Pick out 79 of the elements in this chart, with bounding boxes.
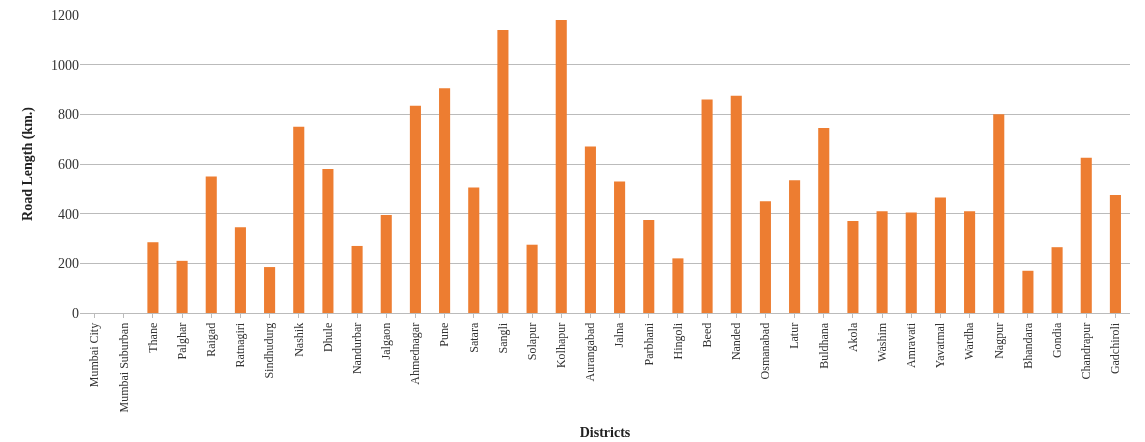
x-axis-title: Districts <box>579 424 631 440</box>
y-axis-title: Road Length (km.) <box>19 106 36 221</box>
bar <box>322 168 334 313</box>
x-tick-label: Ratnagiri <box>233 322 248 368</box>
x-tick-label: Parbhani <box>641 322 656 366</box>
y-tick-label: 0 <box>72 305 79 321</box>
x-tick-label: Aurangabad <box>583 322 598 382</box>
x-tick-label: Sangli <box>495 322 510 354</box>
y-tick-label: 600 <box>58 156 79 172</box>
bar <box>264 267 276 313</box>
x-tick-label: Dhule <box>320 322 335 353</box>
bar <box>468 187 480 313</box>
x-tick-label: Thane <box>145 322 160 353</box>
x-tick-label: Gondia <box>1049 322 1064 359</box>
bar <box>526 244 538 313</box>
x-tick-label: Satara <box>466 322 481 353</box>
x-tick-label: Latur <box>787 322 802 349</box>
x-tick-label: Jalgaon <box>379 322 394 360</box>
x-tick-label: Buldhana <box>816 322 831 369</box>
x-tick-label: Kolhapur <box>554 322 569 369</box>
bar <box>701 99 713 313</box>
y-tick-label: 1200 <box>51 7 79 23</box>
bar <box>730 95 742 313</box>
bar <box>351 245 363 313</box>
x-tick-label: Sindhudurg <box>262 322 277 379</box>
x-tick-label: Washim <box>874 322 889 362</box>
x-tick-label: Ahmednagar <box>408 322 423 385</box>
bar <box>205 176 217 313</box>
y-tick-label: 400 <box>58 206 79 222</box>
bar <box>934 197 946 313</box>
bar <box>847 221 859 313</box>
bar <box>555 19 567 313</box>
x-tick-label: Gadchiroli <box>1108 322 1123 375</box>
bar <box>147 242 159 313</box>
bar <box>964 211 976 313</box>
bar <box>439 88 451 313</box>
x-tick-label: Hingoli <box>670 322 685 360</box>
x-tick-label: Yavatmal <box>933 322 948 369</box>
bar <box>614 181 626 313</box>
bar <box>584 146 596 313</box>
x-tick-label: Chandrapur <box>1079 322 1094 380</box>
bar <box>818 127 830 313</box>
bar <box>1051 247 1063 313</box>
x-tick-label: Solapur <box>524 322 539 361</box>
bar <box>1080 157 1092 313</box>
x-tick-label: Osmanabad <box>758 322 773 380</box>
x-tick-label: Pune <box>437 322 452 347</box>
bar <box>905 212 917 313</box>
x-tick-label: Beed <box>699 322 714 348</box>
bar <box>234 227 246 313</box>
x-tick-label: Palghar <box>174 322 189 360</box>
bar <box>876 211 888 313</box>
x-tick-label: Bhandara <box>1020 322 1035 369</box>
x-tick-label: Mumbai Suburban <box>116 322 131 413</box>
x-tick-label: Amravati <box>904 322 919 369</box>
bar <box>789 180 801 313</box>
bar <box>1022 270 1034 313</box>
x-tick-label: Nashik <box>291 322 306 357</box>
y-tick-label: 800 <box>58 107 79 123</box>
bar <box>1109 195 1121 313</box>
x-tick-label: Akola <box>845 322 860 353</box>
x-tick-label: Jalna <box>612 322 627 348</box>
x-tick-label: Mumbai City <box>87 322 102 388</box>
x-tick-label: Nagpur <box>991 322 1006 359</box>
bar <box>759 201 771 313</box>
bar <box>176 260 188 313</box>
x-tick-label: Nandurbar <box>349 322 364 375</box>
y-tick-label: 1000 <box>51 57 79 73</box>
x-tick-label: Nanded <box>729 322 744 361</box>
bar <box>409 105 421 313</box>
bar <box>293 126 305 313</box>
bar <box>672 258 684 313</box>
bar <box>643 219 655 313</box>
bar <box>380 214 392 313</box>
x-tick-label: Wardha <box>962 322 977 360</box>
bar <box>993 114 1005 313</box>
x-tick-label: Raigad <box>204 322 219 357</box>
y-tick-label: 200 <box>58 256 79 272</box>
bar <box>497 29 509 313</box>
